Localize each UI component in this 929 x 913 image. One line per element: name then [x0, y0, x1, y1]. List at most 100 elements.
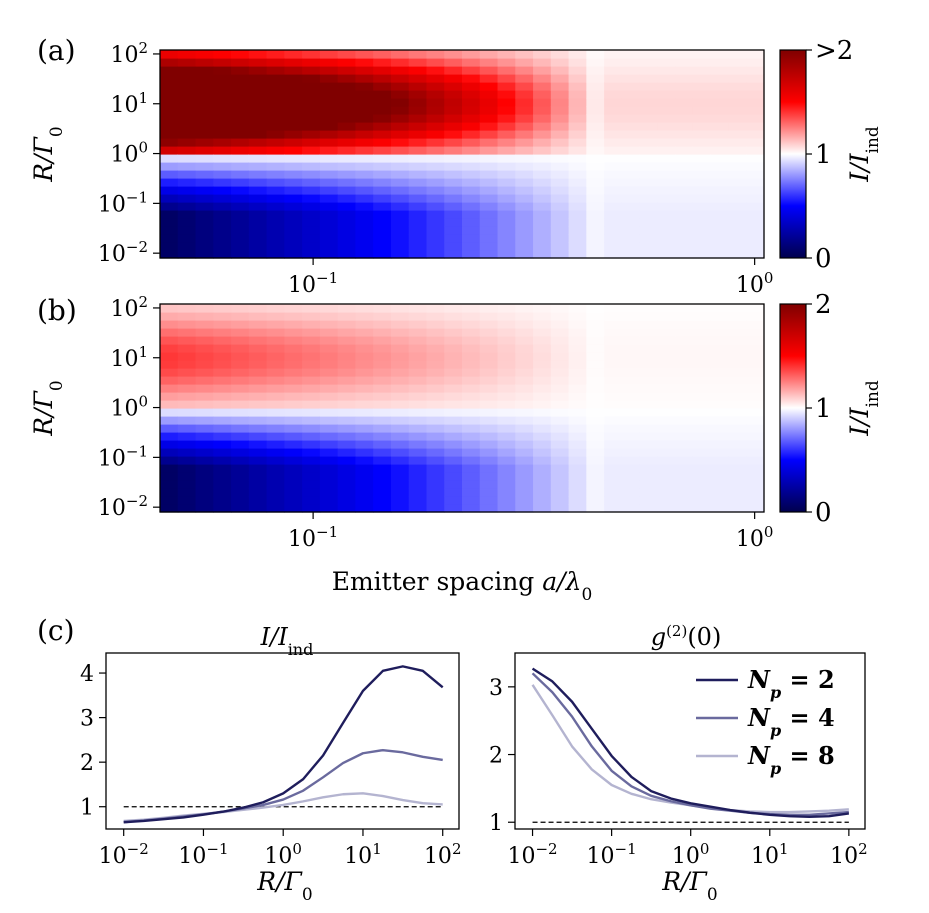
heatmap-cell	[373, 146, 392, 155]
heatmap-cell	[586, 336, 605, 345]
heatmap-cell	[373, 202, 392, 211]
heatmap-cell	[337, 58, 357, 67]
heatmap-cell	[426, 66, 445, 75]
heatmap-cell	[639, 234, 659, 243]
heatmap-cell	[568, 360, 587, 369]
heatmap-cell	[248, 154, 268, 163]
heatmap-cell	[408, 504, 428, 513]
heatmap-cell	[373, 82, 392, 91]
heatmap-cell	[604, 504, 623, 513]
heatmap-cell	[675, 304, 694, 313]
heatmap-cell	[426, 74, 445, 83]
heatmap-cell	[444, 234, 463, 243]
heatmap-cell	[657, 424, 676, 433]
heatmap-cell	[746, 368, 765, 377]
heatmap-cell	[160, 162, 179, 171]
heatmap-cell	[728, 66, 747, 75]
heatmap-cell	[302, 66, 321, 75]
heatmap-cell	[568, 400, 587, 409]
heatmap-cell	[710, 50, 730, 59]
heatmap-cell	[497, 312, 516, 321]
heatmap-cell	[746, 66, 765, 75]
heatmap-cell	[408, 336, 428, 345]
heatmap-cell	[266, 154, 285, 163]
heatmap-cell	[621, 98, 641, 107]
heatmap-cell	[337, 106, 357, 115]
heatmap-cell	[675, 384, 694, 393]
heatmap-cell	[621, 58, 641, 67]
heatmap-cell	[728, 336, 747, 345]
heatmap-cell	[302, 242, 321, 251]
heatmap-cell	[550, 408, 570, 417]
heatmap-cell	[231, 202, 250, 211]
series-line	[123, 665, 444, 824]
heatmap-cell	[373, 368, 392, 377]
heatmap-cell	[284, 328, 303, 337]
heatmap-cell	[319, 250, 339, 259]
heatmap-cell	[231, 464, 250, 473]
heatmap-cell	[373, 464, 392, 473]
heatmap-cell	[639, 496, 659, 505]
heatmap-cell	[284, 66, 303, 75]
heatmap-cell	[692, 58, 712, 67]
heatmap-cell	[266, 400, 285, 409]
heatmap-cell	[302, 186, 321, 195]
heatmap-cell	[533, 400, 552, 409]
heatmap-cell	[746, 424, 765, 433]
heatmap-cell	[213, 106, 232, 115]
heatmap-cell	[692, 218, 712, 227]
heatmap-cell	[319, 218, 339, 227]
heatmap-cell	[266, 368, 285, 377]
heatmap-cell	[426, 218, 445, 227]
heatmap-cell	[675, 464, 694, 473]
heatmap-cell	[426, 392, 445, 401]
heatmap-cell	[444, 416, 463, 425]
heatmap-cell	[213, 336, 232, 345]
heatmap-cell	[639, 66, 659, 75]
heatmap-cell	[746, 250, 765, 259]
heatmap-cell	[657, 320, 676, 329]
heatmap-cell	[462, 448, 481, 457]
heatmap-cell	[284, 202, 303, 211]
heatmap-cell	[231, 58, 250, 67]
heatmap-cell	[319, 504, 339, 513]
line-right-title: g(2)(0)	[651, 622, 722, 651]
heatmap-cell	[319, 146, 339, 155]
heatmap-cell	[657, 376, 676, 385]
heatmap-cell	[728, 178, 747, 187]
heatmap-cell	[497, 234, 516, 243]
heatmap-cell	[284, 448, 303, 457]
heatmap-cell	[390, 384, 410, 393]
heatmap-cell	[604, 114, 623, 123]
heatmap-cell	[568, 496, 587, 505]
heatmap-cell	[284, 242, 303, 251]
heatmap-cell	[195, 170, 214, 179]
heatmap-cell	[728, 74, 747, 83]
heatmap-cell	[195, 464, 214, 473]
heatmap-cell	[302, 106, 321, 115]
heatmap-cell	[390, 456, 410, 465]
heatmap-cell	[692, 344, 712, 353]
heatmap-cell	[657, 162, 676, 171]
heatmap-cell	[355, 178, 374, 187]
heatmap-cell	[728, 392, 747, 401]
heatmap-cell	[550, 480, 570, 489]
heatmap-cell	[479, 82, 499, 91]
heatmap-b-cells	[160, 304, 765, 513]
heatmap-cell	[497, 170, 516, 179]
heatmap-cell	[195, 50, 214, 59]
heatmap-cell	[337, 488, 357, 497]
heatmap-cell	[408, 58, 428, 67]
heatmap-cell	[586, 320, 605, 329]
heatmap-cell	[426, 480, 445, 489]
heatmap-cell	[355, 336, 374, 345]
heatmap-cell	[213, 130, 232, 139]
heatmap-cell	[586, 360, 605, 369]
heatmap-cell	[479, 480, 499, 489]
heatmap-cell	[284, 304, 303, 313]
heatmap-cell	[746, 320, 765, 329]
heatmap-cell	[213, 146, 232, 155]
heatmap-cell	[746, 384, 765, 393]
heatmap-cell	[746, 98, 765, 107]
heatmap-cell	[177, 408, 197, 417]
